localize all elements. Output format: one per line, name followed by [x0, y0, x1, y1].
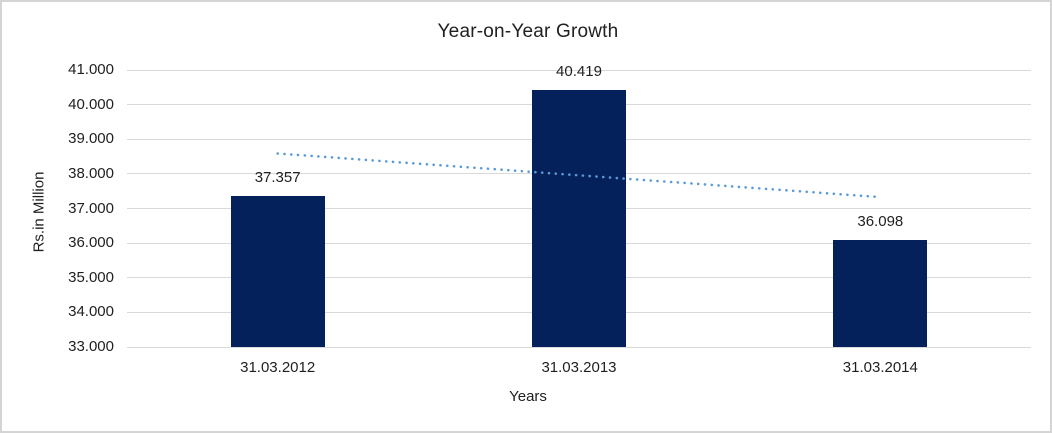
y-axis-tick-label: 41.000	[68, 61, 114, 78]
y-axis-tick-label: 40.000	[68, 95, 114, 113]
y-axis-tick-label: 36.000	[68, 234, 114, 252]
bar-value-label: 37.357	[254, 169, 301, 187]
gridline	[127, 346, 1031, 348]
chart-title: Year-on-Year Growth	[437, 21, 619, 42]
gridline	[127, 69, 1031, 71]
y-axis-tick-label: 37.000	[68, 199, 114, 217]
y-axis-tick-label: 34.000	[68, 303, 114, 321]
x-axis-tick-label: 31.03.2013	[541, 359, 617, 376]
y-axis-tick-label: 38.000	[68, 164, 114, 182]
bar	[833, 239, 928, 347]
bar-value-label: 36.098	[857, 212, 904, 230]
y-axis-tick-label: 39.000	[68, 130, 114, 148]
x-axis-title: Years	[509, 388, 547, 405]
y-axis-tick-label: 35.000	[68, 268, 114, 286]
bar	[532, 90, 626, 347]
x-axis-tick-label: 31.03.2012	[240, 359, 316, 376]
x-axis-tick-label: 31.03.2014	[842, 359, 918, 376]
bar	[230, 196, 325, 347]
bar-value-label: 40.419	[556, 63, 602, 81]
y-axis-tick-label: 33.000	[68, 338, 114, 355]
